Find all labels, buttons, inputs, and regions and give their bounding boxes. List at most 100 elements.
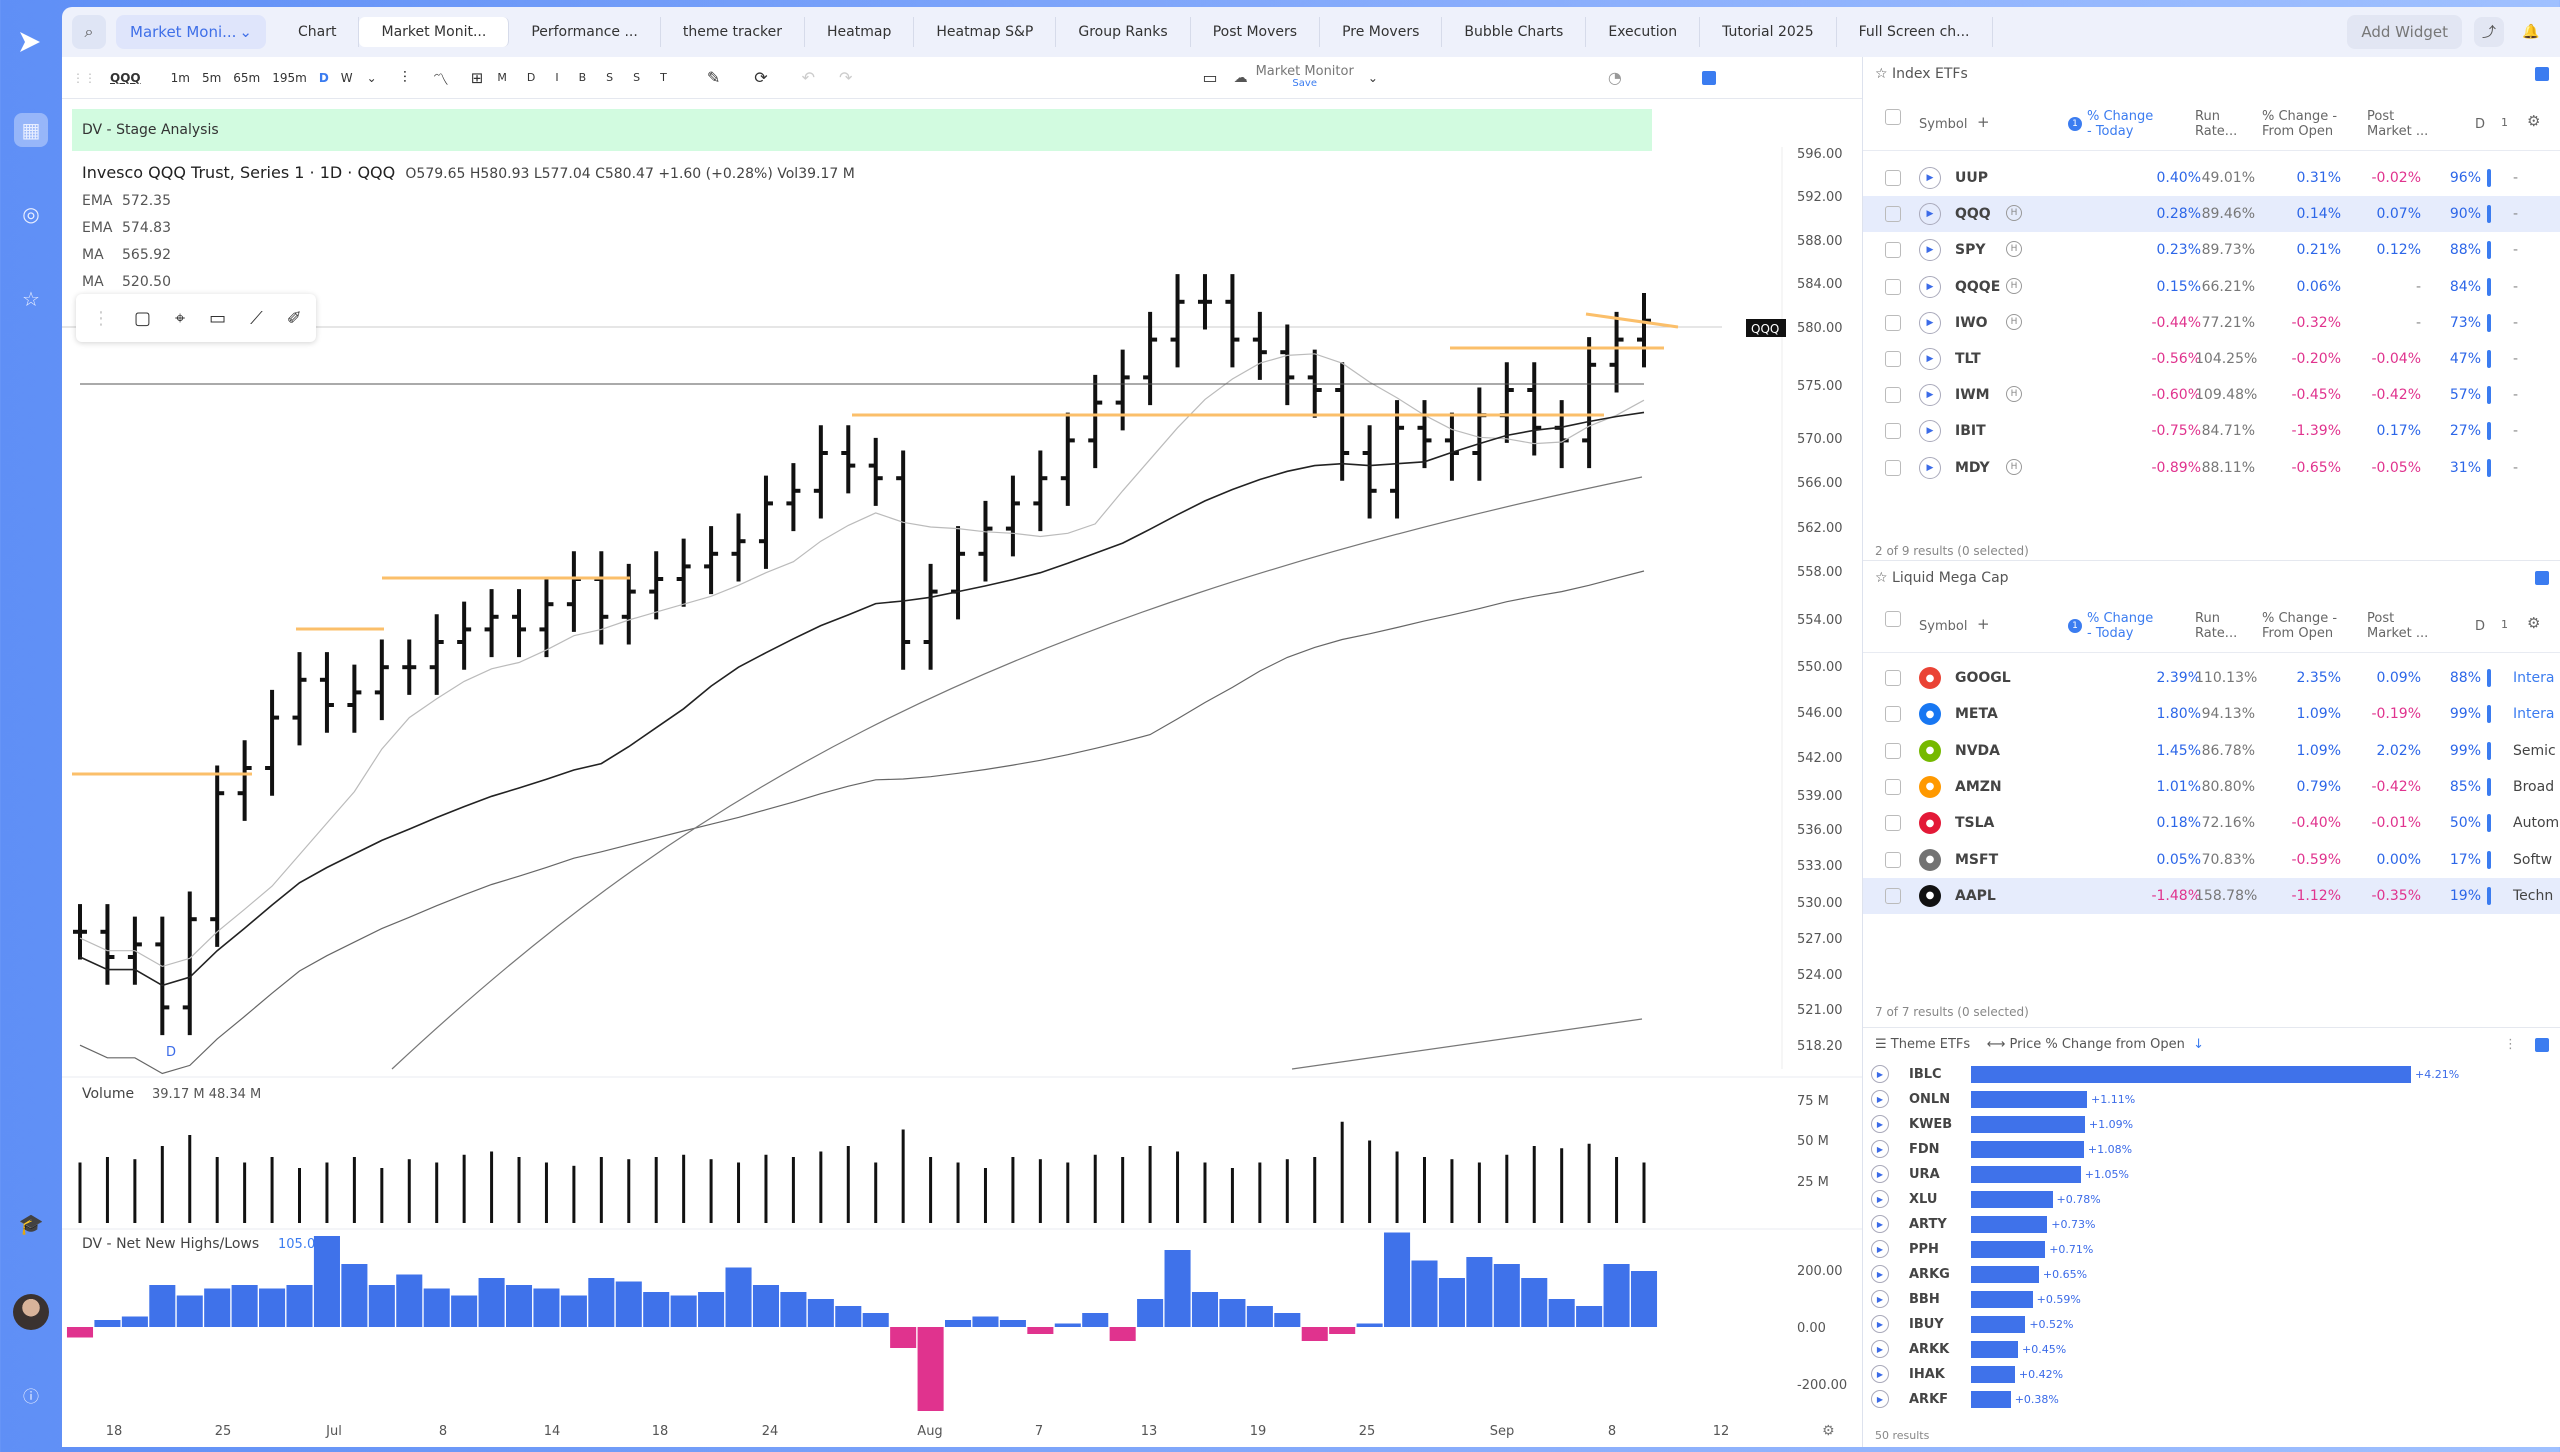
interval-option[interactable]: 195m — [272, 70, 307, 85]
tab-item[interactable]: theme tracker — [661, 17, 806, 47]
add-widget-button[interactable]: Add Widget — [2347, 15, 2462, 49]
list-item[interactable]: ▶ URA +1.05% — [1863, 1162, 2560, 1187]
play-icon[interactable]: ▶ — [1871, 1140, 1889, 1158]
play-icon[interactable]: ▶ — [1871, 1190, 1889, 1208]
list-item[interactable]: ▶ KWEB +1.09% — [1863, 1112, 2560, 1137]
dashboard-icon[interactable]: ▦ — [14, 113, 48, 147]
price-chart[interactable]: 596.00 592.00 588.00 584.00 580.00 575.00 570.… — [62, 57, 1862, 1447]
row-checkbox[interactable] — [1885, 706, 1901, 723]
table-row[interactable]: ● AMZN 1.01% 80.80% 0.79% -0.42% 85% Broad — [1863, 769, 2560, 805]
row-checkbox[interactable] — [1885, 423, 1901, 440]
play-icon[interactable]: ▶ — [1919, 420, 1941, 443]
row-checkbox[interactable] — [1885, 206, 1901, 223]
brush-tool-icon[interactable]: ✐ — [286, 307, 302, 329]
settings-gear-icon[interactable]: ⚙ — [2527, 614, 2541, 632]
row-checkbox[interactable] — [1885, 459, 1901, 476]
tab-item[interactable]: Execution — [1586, 17, 1701, 47]
search-icon[interactable]: ⌕ — [72, 15, 106, 49]
compare-icon[interactable]: ⫶ — [402, 67, 407, 87]
drag-handle-icon[interactable]: ⋮ — [92, 307, 110, 329]
play-icon[interactable]: ▶ — [1919, 275, 1941, 298]
table-row[interactable]: ▶ SPY H 0.23% 89.73% 0.21% 0.12% 88% - — [1863, 232, 2560, 268]
table-row[interactable]: ▶ IWM H -0.60% 109.48% -0.45% -0.42% 57% - — [1863, 377, 2560, 413]
list-item[interactable]: ▶ XLU +0.78% — [1863, 1187, 2560, 1212]
d-header[interactable]: D — [2475, 619, 2486, 634]
templates-icon[interactable]: ⊞ — [470, 68, 484, 87]
star-icon[interactable]: ☆ — [1875, 66, 1888, 82]
interval-option[interactable]: 5m — [201, 70, 222, 85]
row-checkbox[interactable] — [1885, 351, 1901, 367]
table-row[interactable]: ▶ TLT -0.56% 104.25% -0.20% -0.04% 47% - — [1863, 341, 2560, 377]
play-icon[interactable]: ▶ — [1871, 1065, 1889, 1083]
user-avatar[interactable] — [13, 1294, 49, 1330]
panel-color-swatch[interactable] — [2535, 67, 2549, 81]
run-rate-header[interactable]: Run Rate... — [2195, 109, 2238, 139]
change-open-header[interactable]: % Change - From Open — [2262, 109, 2338, 139]
table-row[interactable]: ▶ UUP 0.40% 49.01% 0.31% -0.02% 96% - — [1863, 160, 2560, 196]
holdings-icon[interactable]: H — [2006, 313, 2022, 330]
play-icon[interactable]: ▶ — [1871, 1090, 1889, 1108]
holdings-icon[interactable]: H — [2006, 277, 2022, 294]
toolbar-letter-button[interactable]: M — [497, 71, 507, 84]
play-icon[interactable]: ▶ — [1919, 311, 1941, 334]
help-icon[interactable]: ⓘ — [22, 1387, 39, 1406]
app-logo-icon[interactable] — [16, 28, 44, 56]
pencil-icon[interactable]: ✎ — [706, 68, 721, 87]
change-today-header[interactable]: % Change - Today — [2087, 109, 2154, 139]
table-row[interactable]: ● AAPL -1.48% 158.78% -1.12% -0.35% 19% Techn — [1863, 877, 2560, 914]
list-item[interactable]: ▶ FDN +1.08% — [1863, 1137, 2560, 1162]
play-icon[interactable]: ▶ — [1919, 239, 1941, 262]
symbol-header[interactable]: Symbol — [1919, 619, 1968, 634]
table-row[interactable]: ● MSFT 0.05% 70.83% -0.59% 0.00% 17% Softw — [1863, 842, 2560, 878]
panel-color-swatch[interactable] — [2535, 1038, 2549, 1052]
theme-sort-label[interactable]: Price % Change from Open — [2009, 1037, 2185, 1052]
holdings-icon[interactable]: H — [2006, 241, 2022, 258]
row-checkbox[interactable] — [1885, 742, 1901, 759]
interval-option[interactable]: D — [318, 70, 329, 85]
share-icon[interactable]: ⤴ — [2474, 17, 2504, 47]
table-row[interactable]: ● NVDA 1.45% 86.78% 1.09% 2.02% 99% Semic — [1863, 733, 2560, 769]
list-item[interactable]: ▶ IBLC +4.21% — [1863, 1062, 2560, 1087]
stage-analysis-label[interactable]: DV - Stage Analysis — [72, 109, 1652, 151]
row-checkbox[interactable] — [1885, 242, 1901, 259]
settings-gear-icon[interactable]: ⚙ — [2527, 112, 2541, 130]
play-icon[interactable]: ▶ — [1871, 1315, 1889, 1333]
undo-icon[interactable]: ↶ — [801, 68, 816, 87]
interval-option[interactable]: 1m — [170, 70, 190, 85]
chevron-down-icon[interactable]: ⌄ — [1367, 70, 1378, 85]
add-symbol-icon[interactable]: + — [1977, 615, 1990, 633]
play-icon[interactable]: ▶ — [1871, 1340, 1889, 1358]
interval-option[interactable]: W — [340, 70, 353, 85]
comment-tool-icon[interactable]: ▭ — [209, 307, 227, 329]
table-row[interactable]: ▶ IBIT -0.75% 84.71% -1.39% 0.17% 27% - — [1863, 413, 2560, 449]
list-item[interactable]: ▶ ARKF +0.38% — [1863, 1387, 2560, 1412]
list-item[interactable]: ▶ IHAK +0.42% — [1863, 1362, 2560, 1387]
radar-icon[interactable]: ◎ — [22, 202, 40, 226]
holdings-icon[interactable]: H — [2006, 458, 2022, 475]
star-icon[interactable]: ☆ — [1875, 569, 1888, 586]
toolbar-letter-button[interactable]: B — [578, 71, 587, 84]
play-icon[interactable]: ▶ — [1871, 1115, 1889, 1133]
tab-item[interactable]: Tutorial 2025 — [1700, 17, 1837, 47]
chevron-down-icon[interactable]: ⌄ — [366, 70, 377, 85]
play-icon[interactable]: ▶ — [1871, 1365, 1889, 1383]
tab-item[interactable]: Heatmap — [805, 17, 915, 47]
axis-settings-icon[interactable]: ⚙ — [1822, 1423, 1835, 1439]
panel-color-swatch[interactable] — [2535, 571, 2549, 585]
replay-icon[interactable]: ◔ — [1607, 68, 1622, 87]
row-checkbox[interactable] — [1885, 170, 1901, 186]
change-open-header[interactable]: % Change - From Open — [2262, 611, 2338, 641]
play-icon[interactable]: ▶ — [1871, 1165, 1889, 1183]
interval-option[interactable]: 65m — [233, 70, 261, 85]
list-item[interactable]: ▶ ONLN +1.11% — [1863, 1087, 2560, 1112]
play-icon[interactable]: ▶ — [1871, 1240, 1889, 1258]
holdings-icon[interactable]: H — [2006, 205, 2022, 222]
select-all-checkbox[interactable] — [1885, 611, 1901, 627]
toolbar-letter-button[interactable]: S — [606, 71, 614, 84]
sort-down-icon[interactable]: ↓ — [2193, 1037, 2205, 1052]
trendline-tool-icon[interactable]: ⟋ — [250, 307, 263, 329]
add-symbol-icon[interactable]: + — [1977, 113, 1990, 131]
market-select[interactable]: Market Moni... ⌄ — [116, 15, 266, 49]
play-icon[interactable]: ▶ — [1919, 348, 1941, 370]
tab-item[interactable]: Performance ... — [509, 17, 661, 47]
